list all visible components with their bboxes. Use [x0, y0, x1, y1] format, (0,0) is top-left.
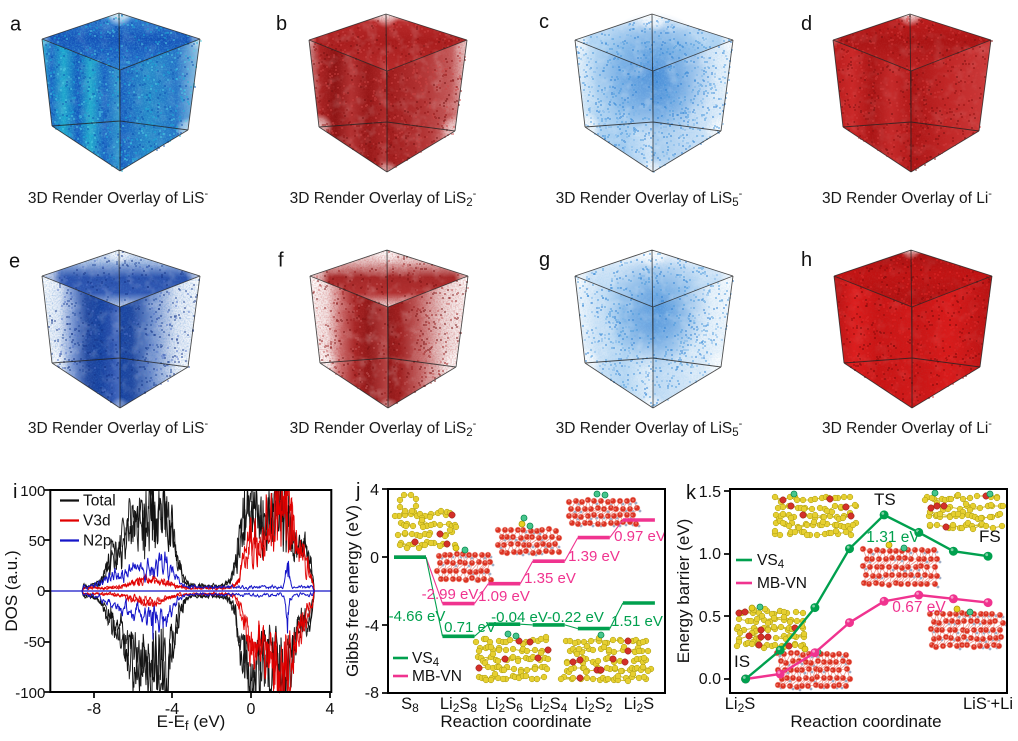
svg-text:1.35 eV: 1.35 eV [524, 570, 576, 587]
svg-text:1.09 eV: 1.09 eV [478, 588, 530, 605]
svg-text:FS: FS [979, 527, 1001, 546]
svg-text:0.97 eV: 0.97 eV [614, 528, 666, 545]
svg-text:-0.22 eV: -0.22 eV [547, 609, 604, 626]
svg-text:3D Render Overlay of LiS2-: 3D Render Overlay of LiS2- [290, 188, 477, 209]
svg-text:g: g [539, 249, 550, 271]
svg-text:3D Render Overlay of LiS-: 3D Render Overlay of LiS- [28, 188, 209, 207]
svg-text:-4: -4 [365, 618, 379, 635]
svg-text:Reaction coordinate: Reaction coordinate [440, 712, 591, 731]
svg-text:3D Render Overlay of Li-: 3D Render Overlay of Li- [822, 188, 992, 207]
svg-text:Li2S: Li2S [624, 695, 655, 715]
svg-text:MB-VN: MB-VN [757, 575, 807, 592]
svg-text:0.5: 0.5 [699, 609, 721, 626]
svg-text:V3d: V3d [83, 513, 111, 530]
svg-text:-4: -4 [165, 701, 179, 718]
svg-text:-8: -8 [365, 685, 379, 702]
svg-text:Energy barrier (eV): Energy barrier (eV) [674, 519, 693, 664]
svg-text:TS: TS [874, 490, 896, 509]
svg-text:4: 4 [326, 701, 335, 718]
svg-text:E-Ef (eV): E-Ef (eV) [157, 712, 226, 733]
svg-text:Li2S6: Li2S6 [486, 695, 524, 715]
svg-text:3D Render Overlay of LiS5-: 3D Render Overlay of LiS5- [556, 188, 743, 209]
svg-text:0.67 eV: 0.67 eV [892, 599, 946, 616]
svg-text:3D Render Overlay of LiS-: 3D Render Overlay of LiS- [28, 418, 209, 437]
svg-text:4: 4 [370, 482, 379, 499]
svg-text:Li2S: Li2S [725, 695, 756, 715]
svg-text:MB-VN: MB-VN [412, 668, 462, 685]
svg-text:LiS-+Li: LiS-+Li [963, 695, 1013, 713]
svg-text:0: 0 [370, 550, 379, 567]
svg-text:a: a [10, 14, 22, 36]
svg-text:-0.04 eV: -0.04 eV [491, 609, 548, 626]
svg-text:-2.99 eV: -2.99 eV [422, 586, 479, 603]
svg-text:Reaction coordinate: Reaction coordinate [790, 712, 941, 731]
svg-text:i: i [13, 481, 17, 503]
svg-text:Total: Total [83, 493, 116, 510]
svg-text:j: j [355, 480, 360, 502]
svg-text:0.71 eV: 0.71 eV [444, 619, 496, 636]
svg-text:f: f [278, 250, 284, 272]
svg-text:1.5: 1.5 [699, 484, 721, 501]
svg-text:0: 0 [37, 583, 45, 600]
svg-text:d: d [801, 13, 812, 35]
svg-text:Li2S4: Li2S4 [530, 695, 568, 715]
svg-text:N2p: N2p [83, 533, 111, 550]
svg-text:-8: -8 [87, 701, 101, 718]
svg-text:50: 50 [29, 533, 46, 550]
svg-text:1.51 eV: 1.51 eV [611, 613, 663, 630]
svg-text:k: k [686, 482, 697, 504]
svg-text:Li2S2: Li2S2 [575, 695, 613, 715]
svg-text:100: 100 [20, 483, 45, 500]
svg-text:-4.66 eV: -4.66 eV [389, 608, 446, 625]
svg-text:e: e [9, 251, 20, 273]
svg-text:c: c [539, 11, 549, 33]
svg-text:DOS (a.u.): DOS (a.u.) [2, 550, 21, 631]
svg-text:b: b [276, 13, 287, 35]
svg-text:-50: -50 [24, 634, 46, 651]
svg-text:3D Render Overlay of LiS2-: 3D Render Overlay of LiS2- [290, 418, 477, 439]
svg-text:0.0: 0.0 [699, 671, 721, 688]
svg-text:Li2S8: Li2S8 [440, 695, 478, 715]
svg-text:1.0: 1.0 [699, 546, 721, 563]
svg-text:h: h [801, 249, 812, 271]
svg-text:-100: -100 [15, 685, 45, 702]
svg-text:1.39 eV: 1.39 eV [568, 548, 620, 565]
svg-text:Gibbs free energy (eV): Gibbs free energy (eV) [343, 505, 362, 677]
svg-text:3D Render Overlay of Li-: 3D Render Overlay of Li- [822, 418, 992, 437]
svg-text:0: 0 [247, 701, 256, 718]
svg-text:IS: IS [734, 652, 750, 671]
svg-text:1.31 eV: 1.31 eV [866, 529, 920, 546]
svg-text:3D Render Overlay of LiS5-: 3D Render Overlay of LiS5- [556, 418, 743, 439]
